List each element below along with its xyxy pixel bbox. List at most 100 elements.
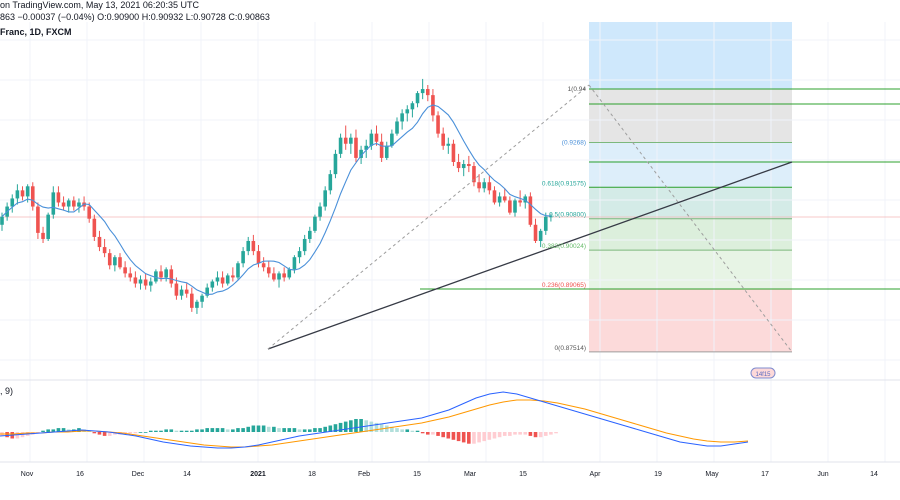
trend-line: [267, 161, 793, 350]
candle-body: [87, 206, 92, 219]
candle-body: [231, 275, 235, 278]
candle-body: [543, 216, 548, 231]
candle-body: [236, 263, 240, 278]
macd-histogram-bar: [328, 425, 333, 432]
candle-body: [174, 283, 179, 296]
candle-body: [138, 279, 143, 284]
candle-body: [395, 121, 399, 134]
candle-body: [123, 267, 127, 274]
macd-histogram-bar: [384, 425, 389, 432]
candle-body: [36, 206, 40, 233]
macd-histogram-bar: [164, 429, 168, 432]
macd-histogram-bar: [374, 422, 379, 432]
candle-body: [369, 133, 374, 146]
macd-histogram-bar: [92, 432, 97, 434]
macd-histogram-bar: [261, 425, 266, 432]
candle-body: [241, 251, 245, 264]
macd-histogram-bar: [169, 429, 174, 432]
candle-body: [113, 257, 117, 266]
macd-histogram-bar: [354, 419, 358, 432]
x-tick-label: 19: [654, 471, 662, 478]
macd-panel: [0, 391, 749, 449]
x-tick-label: 14: [870, 471, 878, 478]
candle-body: [292, 257, 297, 270]
macd-histogram-bar: [56, 428, 61, 432]
x-tick-label: 18: [308, 471, 316, 478]
fib-label-4: 0.382(0.90024): [542, 243, 586, 250]
macd-label: , 9): [0, 386, 14, 396]
candle-body: [97, 236, 102, 248]
x-tick-label: Jun: [817, 471, 828, 478]
candle-body: [51, 192, 56, 215]
macd-histogram-bar: [205, 428, 209, 432]
macd-histogram-bar: [528, 432, 533, 436]
candle-body: [359, 149, 363, 158]
macd-histogram-bar: [400, 429, 404, 432]
candle-body: [25, 186, 30, 197]
trend-drawings[interactable]: [267, 84, 793, 353]
fib-label-5: 0.236(0.89065): [542, 282, 586, 289]
candle-body: [477, 182, 481, 189]
macd-histogram-bar: [518, 432, 522, 435]
candle-body: [266, 267, 271, 274]
macd-histogram-bar: [61, 428, 66, 432]
candle-body: [102, 247, 107, 254]
macd-histogram-bar: [292, 428, 297, 432]
candle-body: [390, 133, 394, 146]
macd-histogram-bar: [143, 432, 148, 433]
macd-histogram-bar: [431, 432, 435, 435]
fib-label-2: 0.618(0.91575): [542, 180, 586, 187]
candle-body: [467, 164, 471, 167]
candle-body: [272, 273, 276, 280]
macd-histogram-bar: [200, 429, 204, 432]
fib-zone-4: [589, 250, 792, 289]
candle-body: [184, 289, 189, 294]
candle-body: [10, 198, 15, 207]
candle-body: [523, 196, 528, 203]
fib-level-labels: 1(0.94 (0.9268) 0.618(0.91575) 0.5(0.90800)…: [542, 86, 586, 352]
ohlc-line: 863 −0.00037 (−0.04%) O:0.90900 H:0.9093…: [0, 12, 270, 22]
candle-body: [200, 295, 204, 302]
macd-histogram-bar: [451, 432, 456, 440]
candle-body: [379, 141, 384, 158]
candle-body: [215, 277, 220, 282]
high-label: H:: [141, 12, 151, 22]
close-label: C:: [228, 12, 238, 22]
candle-body: [405, 109, 410, 114]
candle-body: [261, 263, 266, 268]
macd-histogram-bar: [554, 432, 558, 434]
candle-body: [287, 269, 292, 278]
header-source: on TradingView.com, May 13, 2021 06:20:3…: [0, 0, 199, 10]
ohlc-prefix: 863: [0, 12, 16, 22]
macd-histogram-bar: [107, 432, 112, 436]
candle-body: [400, 113, 404, 122]
candle-body: [343, 137, 348, 144]
candle-body: [225, 275, 230, 284]
macd-histogram-bar: [256, 425, 261, 432]
fib-zone-0: [589, 89, 792, 143]
candle-body: [492, 190, 497, 203]
macd-histogram-bar: [159, 430, 163, 432]
macd-histogram-bar: [395, 428, 399, 432]
x-tick-label: May: [705, 471, 719, 478]
macd-histogram-bar: [487, 432, 492, 440]
watermark-badge: [750, 367, 776, 379]
candle-body: [30, 186, 35, 207]
fib-retracement-zones: [589, 22, 792, 352]
candle-body: [179, 289, 184, 296]
watermark: 14f15: [750, 367, 776, 379]
fib-zone-extension: [589, 22, 792, 90]
candle-body: [349, 137, 353, 144]
macd-histogram-bar: [313, 428, 317, 432]
macd-histogram-bar: [446, 432, 451, 439]
candle-body: [508, 200, 512, 213]
macd-histogram-bar: [46, 429, 50, 432]
macd-histogram-bar: [282, 428, 286, 432]
macd-histogram-bar: [349, 420, 353, 432]
candle-body: [205, 287, 209, 296]
macd-histogram-bar: [102, 432, 107, 436]
x-tick-label: 16: [76, 471, 84, 478]
macd-histogram-bar: [333, 424, 338, 432]
candle-body: [502, 196, 507, 201]
